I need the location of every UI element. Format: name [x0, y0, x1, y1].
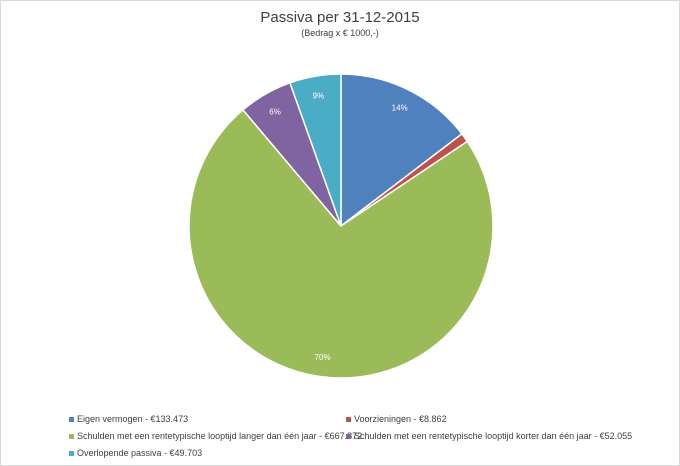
legend-swatch	[69, 450, 74, 456]
data-label-3: 6%	[269, 107, 281, 116]
legend-item-schulden-lang: Schulden met een rentetypische looptijd …	[69, 431, 362, 441]
legend-item-overlopende-passiva: Overlopende passiva - €49.703	[69, 448, 202, 458]
legend-label: Schulden met een rentetypische looptijd …	[77, 431, 363, 441]
legend-item-voorzieningen: Voorzieningen - €8.862	[346, 414, 447, 424]
data-label-2: 70%	[315, 353, 331, 362]
legend-swatch	[346, 416, 351, 422]
pie-slice-2	[188, 108, 494, 379]
pie-slice-0	[340, 73, 463, 228]
legend-swatch	[69, 416, 74, 422]
legend-label: Schulden met een rentetypische looptijd …	[354, 431, 633, 441]
legend-swatch	[346, 433, 351, 439]
pie-slice-4	[289, 73, 342, 227]
legend-item-eigen-vermogen: Eigen vermogen - €133.473	[69, 414, 188, 424]
legend-label: Overlopende passiva - €49.703	[77, 448, 203, 458]
legend-item-schulden-kort: Schulden met een rentetypische looptijd …	[346, 431, 632, 441]
data-label-0: 14%	[392, 103, 408, 112]
legend-label: Eigen vermogen - €133.473	[77, 414, 189, 424]
data-label-4: 9%	[313, 92, 325, 101]
legend-swatch	[69, 433, 74, 439]
chart-subtitle: (Bedrag x € 1000,-)	[301, 28, 379, 38]
chart-title: Passiva per 31-12-2015	[260, 9, 420, 26]
legend-label: Voorzieningen - €8.862	[354, 414, 447, 424]
